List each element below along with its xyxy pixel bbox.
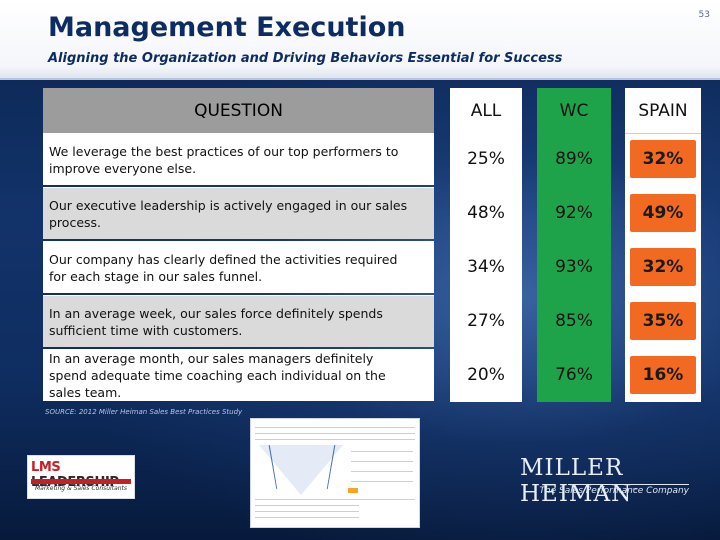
spain-value: 16% [630, 356, 696, 394]
wc-value: 85% [555, 311, 593, 331]
question-header: QUESTION [43, 88, 434, 133]
wc-value: 76% [555, 365, 593, 385]
page-number: 53 [698, 10, 710, 20]
wc-value: 92% [555, 203, 593, 223]
question-text: In an average month, our sales managers … [49, 351, 386, 400]
column-wc: WC 89% 92% 93% 85% 76% [537, 88, 611, 402]
wc-value: 89% [555, 149, 593, 169]
question-row: Our executive leadership is actively eng… [43, 187, 434, 239]
column-spain-header: SPAIN [625, 88, 701, 134]
question-text: We leverage the best practices of our to… [49, 143, 399, 176]
page-subtitle: Aligning the Organization and Driving Be… [48, 51, 563, 66]
column-all: ALL 25% 48% 34% 27% 20% [450, 88, 522, 402]
spain-value: 35% [630, 302, 696, 340]
all-value: 20% [467, 365, 505, 385]
page-title: Management Execution [48, 12, 406, 43]
column-wc-header: WC [559, 100, 589, 121]
sales-funnel-thumbnail [250, 418, 420, 528]
all-value: 48% [467, 203, 505, 223]
question-text: Our company has clearly defined the acti… [49, 251, 398, 284]
miller-heiman-logo: MILLER HEIMAN™ The Sales Performance Com… [520, 455, 689, 507]
spain-value: 49% [630, 194, 696, 232]
header-bar: Management Execution Aligning the Organi… [0, 0, 720, 80]
lms-logo-tagline: Marketing & Sales Consultants [34, 485, 128, 492]
lms-logo-red-text: LMS [31, 460, 61, 475]
all-value: 25% [467, 149, 505, 169]
column-all-header: ALL [470, 100, 502, 121]
column-spain: SPAIN 32% 49% 32% 35% 16% [625, 88, 701, 402]
question-row: In an average month, our sales managers … [43, 349, 434, 401]
spain-value: 32% [630, 140, 696, 178]
question-text: In an average week, our sales force defi… [49, 305, 383, 338]
source-note: SOURCE: 2012 Miller Heiman Sales Best Pr… [45, 408, 243, 416]
question-row: In an average week, our sales force defi… [43, 295, 434, 347]
lms-leadership-logo: LMS LEADERSHIP Marketing & Sales Consult… [27, 455, 135, 499]
all-value: 27% [467, 311, 505, 331]
spain-value: 32% [630, 248, 696, 286]
miller-heiman-logo-text: MILLER HEIMAN [520, 455, 633, 507]
question-text: Our executive leadership is actively eng… [49, 197, 408, 230]
question-row: We leverage the best practices of our to… [43, 133, 434, 185]
question-row: Our company has clearly defined the acti… [43, 241, 434, 293]
miller-heiman-tagline: The Sales Performance Company [539, 486, 689, 496]
all-value: 34% [467, 257, 505, 277]
wc-value: 93% [555, 257, 593, 277]
